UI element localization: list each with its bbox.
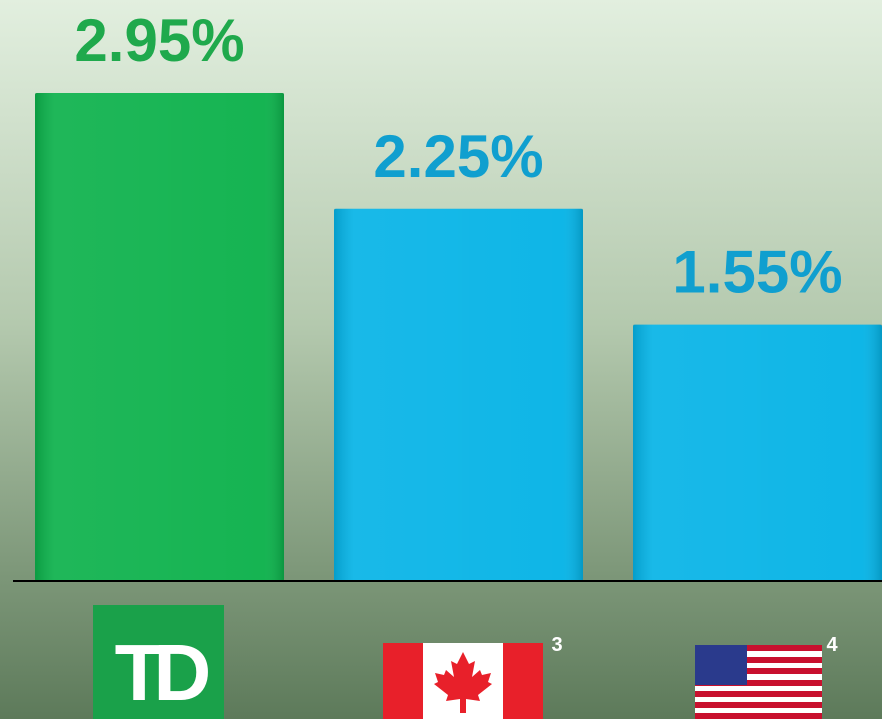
- bar-shine: [633, 324, 882, 581]
- bar-shine: [334, 208, 583, 582]
- bar-shine: [35, 92, 284, 581]
- value-label: 2.25%: [373, 123, 543, 190]
- canada-flag: [383, 643, 543, 719]
- footnote: 4: [826, 634, 838, 656]
- value-label: 1.55%: [672, 239, 842, 306]
- footnote: 3: [551, 634, 562, 656]
- td-logo: [93, 605, 224, 719]
- value-label: 2.95%: [74, 7, 244, 74]
- us-flag: [695, 645, 822, 719]
- logo-text: TD: [115, 628, 209, 717]
